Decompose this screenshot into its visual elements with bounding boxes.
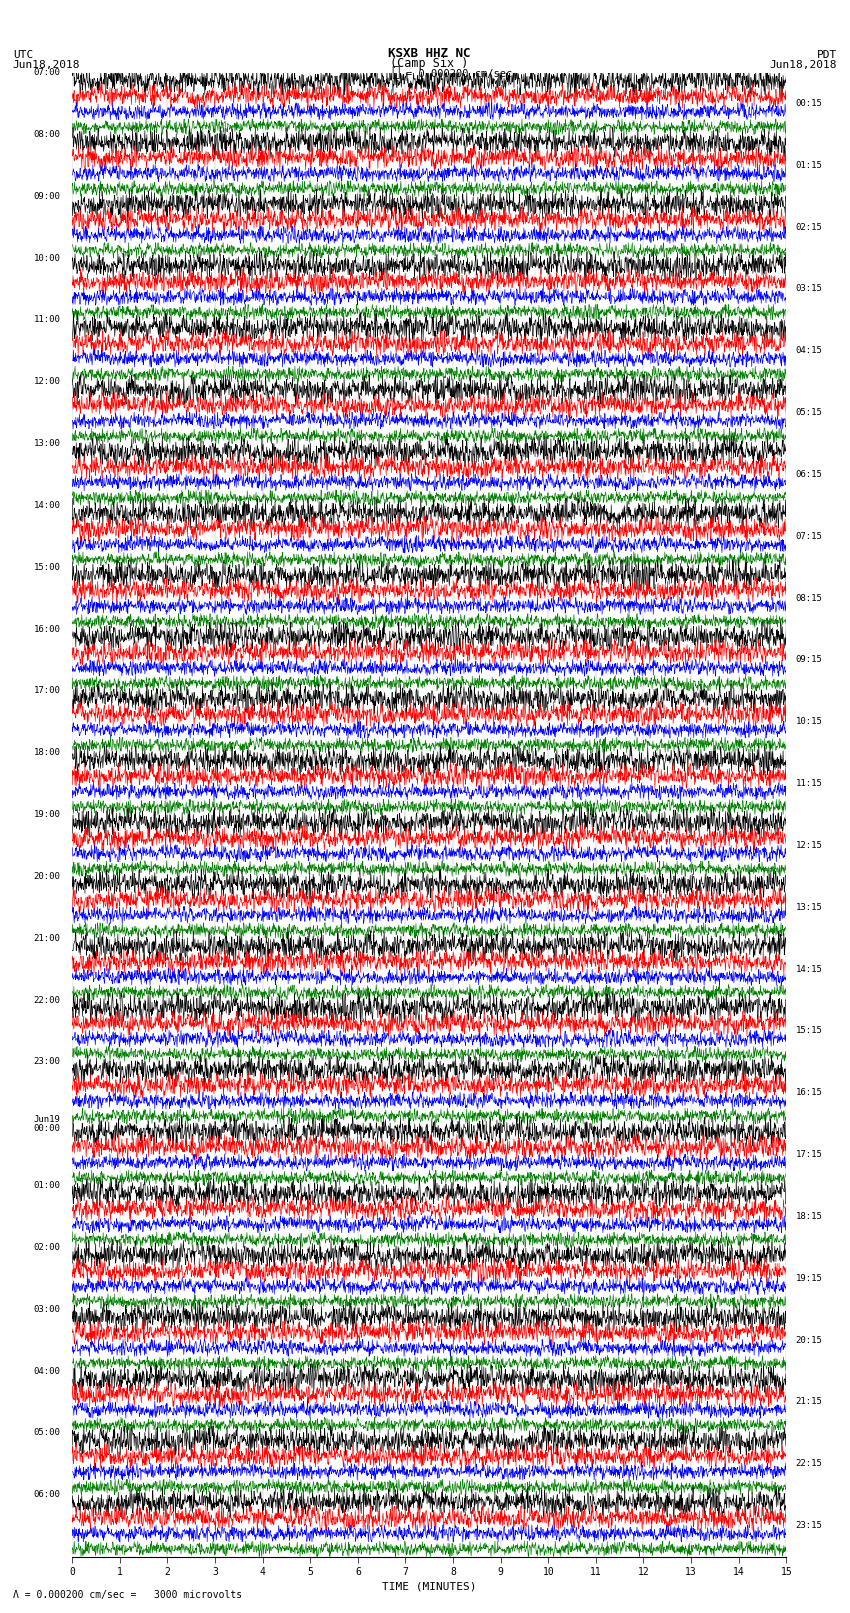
Text: 07:15: 07:15 xyxy=(796,532,823,540)
Text: 20:00: 20:00 xyxy=(33,873,60,881)
Text: 10:15: 10:15 xyxy=(796,718,823,726)
Text: Jun18,2018: Jun18,2018 xyxy=(13,60,80,71)
Text: 12:15: 12:15 xyxy=(796,840,823,850)
Text: 06:15: 06:15 xyxy=(796,469,823,479)
Text: 22:00: 22:00 xyxy=(33,995,60,1005)
Text: 10:00: 10:00 xyxy=(33,253,60,263)
Text: 04:15: 04:15 xyxy=(796,347,823,355)
Text: 13:00: 13:00 xyxy=(33,439,60,448)
Text: 17:15: 17:15 xyxy=(796,1150,823,1160)
Text: 07:00: 07:00 xyxy=(33,68,60,77)
Text: 02:00: 02:00 xyxy=(33,1244,60,1252)
Text: 21:00: 21:00 xyxy=(33,934,60,942)
Text: 00:00: 00:00 xyxy=(33,1124,60,1132)
Text: 08:15: 08:15 xyxy=(796,594,823,603)
Text: 13:15: 13:15 xyxy=(796,903,823,911)
Text: 05:15: 05:15 xyxy=(796,408,823,418)
Text: (Camp Six ): (Camp Six ) xyxy=(390,56,468,71)
Text: 00:15: 00:15 xyxy=(796,98,823,108)
Text: 14:00: 14:00 xyxy=(33,502,60,510)
Text: PDT: PDT xyxy=(817,50,837,60)
Text: 21:15: 21:15 xyxy=(796,1397,823,1407)
Text: 03:00: 03:00 xyxy=(33,1305,60,1313)
Text: 19:15: 19:15 xyxy=(796,1274,823,1282)
Text: = 0.000200 cm/sec: = 0.000200 cm/sec xyxy=(406,69,513,79)
Text: 04:00: 04:00 xyxy=(33,1366,60,1376)
Text: 18:00: 18:00 xyxy=(33,748,60,756)
Text: 02:15: 02:15 xyxy=(796,223,823,232)
Text: KSXB HHZ NC: KSXB HHZ NC xyxy=(388,47,471,60)
Text: 06:00: 06:00 xyxy=(33,1490,60,1498)
Text: 16:15: 16:15 xyxy=(796,1089,823,1097)
Text: 23:00: 23:00 xyxy=(33,1058,60,1066)
X-axis label: TIME (MINUTES): TIME (MINUTES) xyxy=(382,1581,477,1590)
Text: Jun19: Jun19 xyxy=(33,1115,60,1124)
Text: Λ = 0.000200 cm/sec =   3000 microvolts: Λ = 0.000200 cm/sec = 3000 microvolts xyxy=(13,1590,242,1600)
Text: 17:00: 17:00 xyxy=(33,687,60,695)
Text: 01:15: 01:15 xyxy=(796,161,823,169)
Text: 01:00: 01:00 xyxy=(33,1181,60,1190)
Text: 18:15: 18:15 xyxy=(796,1211,823,1221)
Text: 09:15: 09:15 xyxy=(796,655,823,665)
Text: 11:00: 11:00 xyxy=(33,316,60,324)
Text: 14:15: 14:15 xyxy=(796,965,823,974)
Text: 20:15: 20:15 xyxy=(796,1336,823,1345)
Text: 22:15: 22:15 xyxy=(796,1460,823,1468)
Text: 11:15: 11:15 xyxy=(796,779,823,789)
Text: 15:00: 15:00 xyxy=(33,563,60,571)
Text: 03:15: 03:15 xyxy=(796,284,823,294)
Text: UTC: UTC xyxy=(13,50,33,60)
Text: 19:00: 19:00 xyxy=(33,810,60,819)
Text: 05:00: 05:00 xyxy=(33,1429,60,1437)
Text: 16:00: 16:00 xyxy=(33,624,60,634)
Text: 08:00: 08:00 xyxy=(33,131,60,139)
Text: 12:00: 12:00 xyxy=(33,377,60,386)
Text: ⎹: ⎹ xyxy=(391,65,399,79)
Text: 09:00: 09:00 xyxy=(33,192,60,200)
Text: 23:15: 23:15 xyxy=(796,1521,823,1531)
Text: 15:15: 15:15 xyxy=(796,1026,823,1036)
Text: Jun18,2018: Jun18,2018 xyxy=(770,60,837,71)
